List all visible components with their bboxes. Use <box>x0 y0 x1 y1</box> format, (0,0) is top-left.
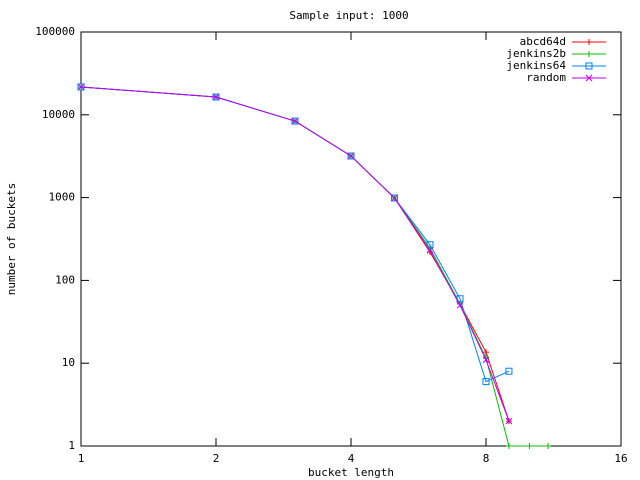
point <box>585 62 593 70</box>
point <box>505 367 513 375</box>
legend-label: abcd64d <box>520 35 566 48</box>
y-tick-label: 10000 <box>42 108 75 121</box>
series-line <box>80 86 549 447</box>
point <box>586 51 592 57</box>
x-tick-label: 1 <box>78 452 85 465</box>
legend-label: random <box>526 71 566 84</box>
series-line <box>80 86 510 422</box>
chart-title: Sample input: 1000 <box>289 9 408 22</box>
x-tick-label: 8 <box>483 452 490 465</box>
point <box>456 301 464 309</box>
point <box>77 83 85 91</box>
point <box>291 117 299 125</box>
y-tick-label: 1000 <box>49 191 76 204</box>
y-tick-label: 100000 <box>35 25 75 38</box>
series-line <box>80 86 510 422</box>
point <box>391 194 398 202</box>
point <box>482 378 490 386</box>
point <box>526 443 533 449</box>
x-axis-label: bucket length <box>308 466 394 479</box>
y-tick-label: 100 <box>55 273 75 286</box>
point <box>505 443 512 449</box>
x-tick-label: 2 <box>213 452 220 465</box>
x-tick-label: 4 <box>348 452 355 465</box>
point <box>505 417 513 425</box>
point <box>585 74 593 82</box>
point <box>586 39 592 45</box>
y-tick-label: 1 <box>68 439 75 452</box>
point <box>483 349 489 356</box>
series-line <box>80 86 510 383</box>
y-tick-label: 10 <box>62 356 75 369</box>
legend-label: jenkins64 <box>506 59 566 72</box>
point <box>347 152 355 160</box>
point <box>426 241 434 249</box>
point <box>390 194 398 202</box>
point <box>347 152 355 160</box>
y-axis-label: number of buckets <box>5 183 18 296</box>
x-tick-label: 16 <box>614 452 627 465</box>
legend-label: jenkins2b <box>506 47 566 60</box>
point <box>291 117 299 125</box>
point <box>482 356 490 364</box>
point <box>426 247 434 254</box>
point <box>545 443 552 449</box>
point <box>456 295 464 303</box>
point <box>212 93 220 101</box>
plot-frame <box>80 31 622 447</box>
